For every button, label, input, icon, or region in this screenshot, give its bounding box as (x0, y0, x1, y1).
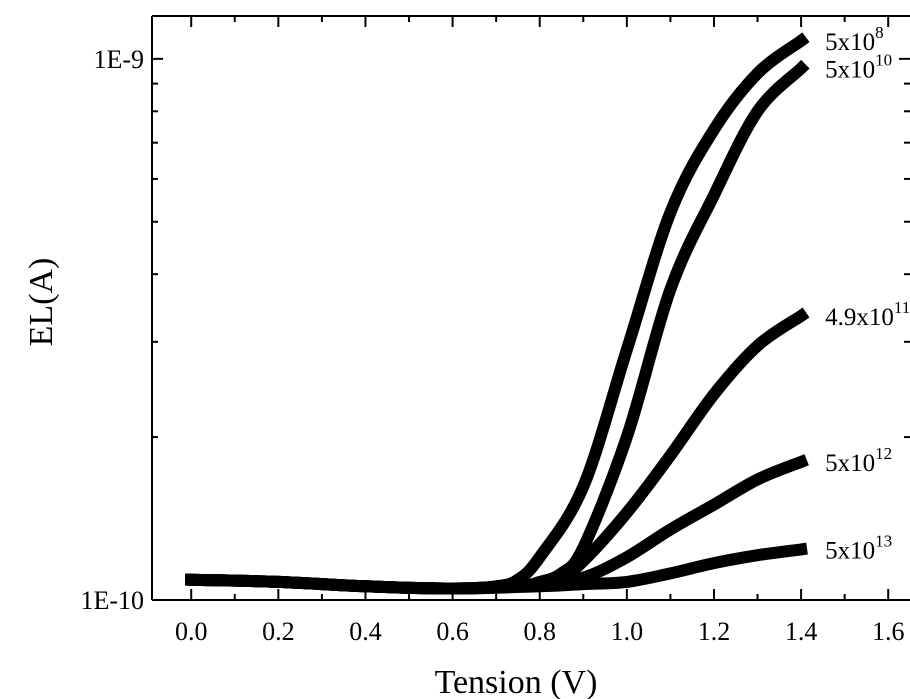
series-label-5: 5x1013 (825, 531, 892, 564)
x-axis-ticks: 0.0 0.2 0.4 0.6 0.8 1.0 1.2 1.4 1.6 (175, 16, 905, 646)
series-line-3 (185, 307, 810, 595)
series-line-5 (185, 542, 808, 595)
x-tick-label: 1.0 (611, 617, 644, 646)
series-lines (185, 32, 810, 595)
x-tick-label: 0.8 (523, 617, 556, 646)
y-axis-ticks: 1E-10 1E-9 (80, 45, 910, 615)
series-label-2: 5x1010 (825, 50, 892, 83)
plot-frame (151, 15, 910, 601)
series-label-1: 5x108 (825, 23, 884, 56)
series-label-4: 5x1012 (825, 444, 892, 477)
series-label-3: 4.9x1011 (825, 298, 910, 331)
x-tick-label: 0.6 (436, 617, 469, 646)
x-tick-label: 1.6 (872, 617, 905, 646)
x-tick-label: 0.2 (262, 617, 295, 646)
x-axis-title: Tension (V) (435, 664, 598, 699)
x-tick-label: 1.4 (785, 617, 818, 646)
x-tick-label: 0.0 (175, 617, 208, 646)
y-tick-label: 1E-10 (80, 586, 144, 615)
y-tick-label: 1E-9 (93, 45, 144, 74)
y-axis-title: EL(A) (23, 258, 60, 347)
x-tick-label: 0.4 (349, 617, 382, 646)
x-tick-label: 1.2 (698, 617, 731, 646)
